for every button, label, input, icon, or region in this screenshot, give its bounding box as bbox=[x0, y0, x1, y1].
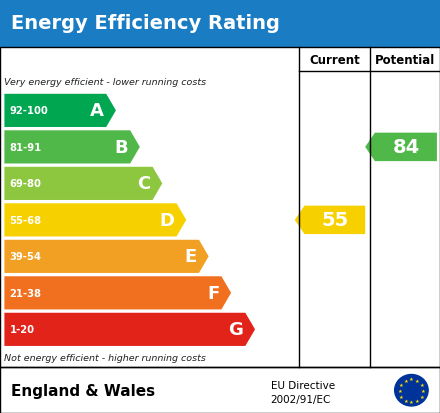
Text: F: F bbox=[207, 284, 219, 302]
Circle shape bbox=[395, 375, 428, 406]
Text: ★: ★ bbox=[415, 377, 420, 383]
Polygon shape bbox=[4, 204, 186, 237]
Text: Potential: Potential bbox=[375, 53, 435, 66]
Text: 1-20: 1-20 bbox=[10, 325, 35, 335]
Polygon shape bbox=[295, 206, 365, 235]
Text: D: D bbox=[159, 211, 174, 229]
Bar bbox=[0, 47, 440, 368]
Text: ★: ★ bbox=[409, 376, 414, 381]
Text: G: G bbox=[228, 320, 243, 339]
Polygon shape bbox=[4, 131, 140, 164]
Text: 92-100: 92-100 bbox=[10, 106, 48, 116]
Text: ★: ★ bbox=[419, 382, 424, 387]
Text: Not energy efficient - higher running costs: Not energy efficient - higher running co… bbox=[4, 353, 206, 362]
Text: E: E bbox=[184, 248, 197, 266]
Text: EU Directive: EU Directive bbox=[271, 380, 335, 390]
Text: 2002/91/EC: 2002/91/EC bbox=[271, 394, 331, 404]
Polygon shape bbox=[4, 313, 255, 346]
Text: ★: ★ bbox=[419, 394, 424, 399]
Polygon shape bbox=[365, 133, 437, 162]
Bar bbox=[0, 368, 440, 413]
Polygon shape bbox=[4, 95, 116, 128]
Text: ★: ★ bbox=[397, 388, 402, 393]
Text: 55: 55 bbox=[321, 211, 348, 230]
Text: ★: ★ bbox=[415, 398, 420, 403]
Text: ★: ★ bbox=[421, 388, 425, 393]
Text: B: B bbox=[114, 138, 128, 157]
Text: 69-80: 69-80 bbox=[10, 179, 41, 189]
Text: ★: ★ bbox=[399, 382, 403, 387]
Text: ★: ★ bbox=[399, 394, 403, 399]
Text: England & Wales: England & Wales bbox=[11, 383, 155, 398]
Polygon shape bbox=[4, 277, 231, 310]
Text: ★: ★ bbox=[403, 377, 408, 383]
Text: A: A bbox=[90, 102, 104, 120]
Text: ★: ★ bbox=[403, 398, 408, 403]
Text: Energy Efficiency Rating: Energy Efficiency Rating bbox=[11, 14, 280, 33]
Bar bbox=[0, 0, 440, 47]
Text: ★: ★ bbox=[409, 399, 414, 404]
Text: Current: Current bbox=[309, 53, 360, 66]
Text: C: C bbox=[137, 175, 150, 193]
Text: 55-68: 55-68 bbox=[10, 215, 42, 225]
Text: 81-91: 81-91 bbox=[10, 142, 42, 152]
Polygon shape bbox=[4, 167, 162, 200]
Text: Very energy efficient - lower running costs: Very energy efficient - lower running co… bbox=[4, 78, 206, 87]
Text: 39-54: 39-54 bbox=[10, 252, 42, 262]
Text: 84: 84 bbox=[392, 138, 419, 157]
Text: 21-38: 21-38 bbox=[10, 288, 42, 298]
Polygon shape bbox=[4, 240, 209, 273]
